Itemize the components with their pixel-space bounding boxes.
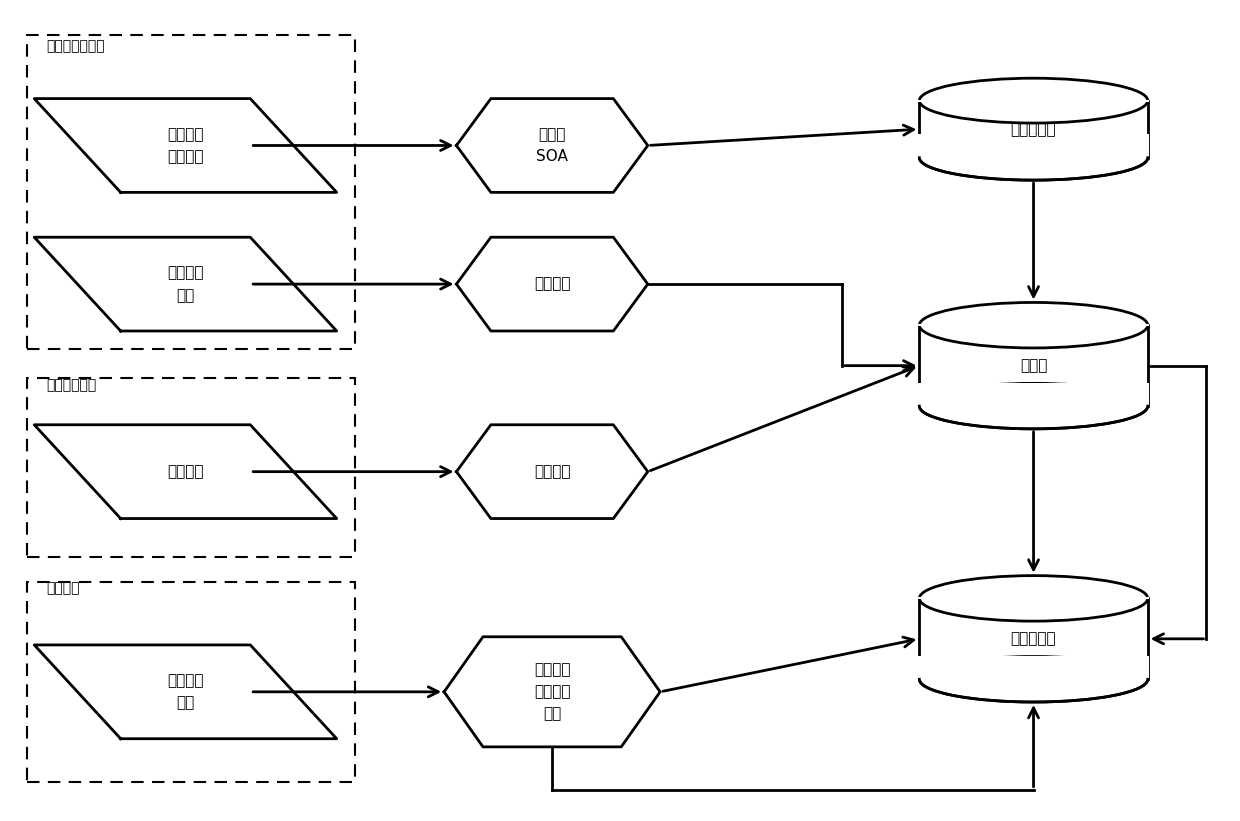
Ellipse shape <box>919 135 1148 180</box>
Text: 配变终端: 配变终端 <box>46 581 79 595</box>
Text: 分布式存储: 分布式存储 <box>1011 631 1056 646</box>
Bar <box>27 582 355 782</box>
Text: 内存库: 内存库 <box>1019 358 1048 374</box>
Bar <box>27 378 355 557</box>
Ellipse shape <box>919 657 1148 702</box>
Text: 计量自动化系统: 计量自动化系统 <box>46 39 104 53</box>
Text: 消息列队: 消息列队 <box>534 277 570 291</box>
Text: 电能量及
负荷: 电能量及 负荷 <box>167 265 203 303</box>
Bar <box>27 35 355 350</box>
Text: 扩展规约
采集解析
入库: 扩展规约 采集解析 入库 <box>534 662 570 722</box>
Bar <box>918 383 1149 406</box>
Ellipse shape <box>919 383 1148 429</box>
Text: 电压检测: 电压检测 <box>167 464 203 479</box>
Ellipse shape <box>919 576 1148 621</box>
Ellipse shape <box>919 78 1148 123</box>
Text: 配变及终
端的档案: 配变及终 端的档案 <box>167 127 203 164</box>
Bar <box>918 135 1149 158</box>
Text: 配变运行
状态: 配变运行 状态 <box>167 673 203 710</box>
Text: 关系数据库: 关系数据库 <box>1011 122 1056 136</box>
Text: 消息列队: 消息列队 <box>534 464 570 479</box>
Ellipse shape <box>919 302 1148 348</box>
Bar <box>918 656 1149 679</box>
Text: 中间库
SOA: 中间库 SOA <box>536 127 568 164</box>
Text: 电压监测系统: 电压监测系统 <box>46 378 97 392</box>
